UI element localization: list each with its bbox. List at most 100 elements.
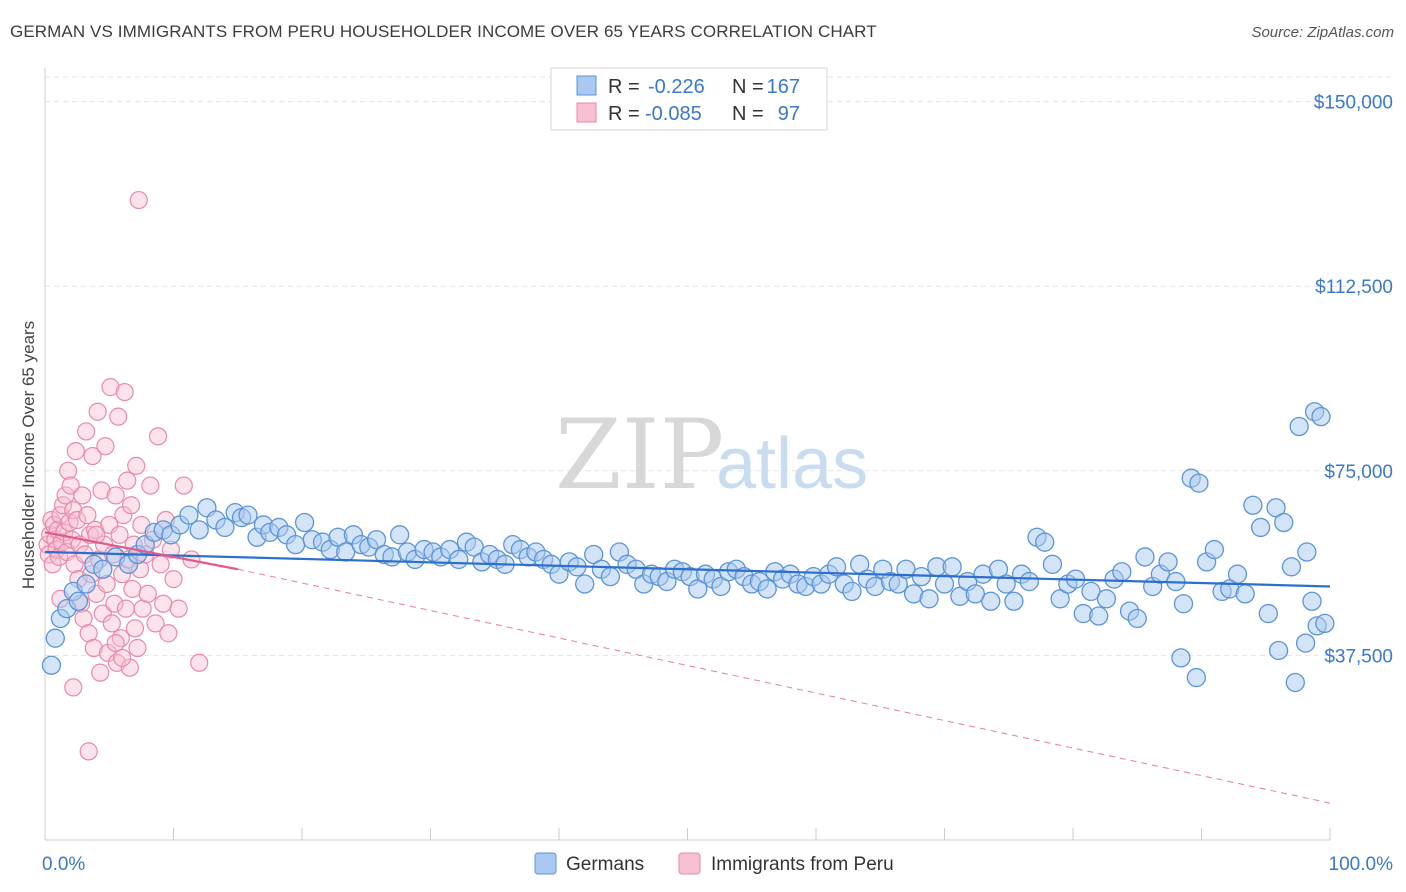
x-tick-label-0: 0.0% bbox=[42, 854, 85, 875]
point-peru-60 bbox=[115, 382, 134, 402]
legend-box bbox=[550, 67, 828, 131]
trend-line-germans bbox=[44, 550, 1331, 588]
series-germans bbox=[41, 402, 1335, 693]
point-germans-168 bbox=[1171, 648, 1191, 668]
point-peru-65 bbox=[121, 496, 141, 515]
point-germans-154 bbox=[1258, 603, 1278, 624]
point-germans-21 bbox=[215, 517, 235, 538]
point-germans-152 bbox=[1243, 495, 1263, 515]
y-tick-label-1: $75,000 bbox=[1324, 462, 1393, 483]
point-peru-71 bbox=[129, 190, 148, 210]
source-credit: Source: ZipAtlas.com bbox=[1251, 24, 1394, 41]
point-germans-167 bbox=[1315, 613, 1335, 634]
point-peru-86 bbox=[164, 570, 183, 589]
point-peru-36 bbox=[84, 638, 103, 658]
point-germans-0 bbox=[41, 655, 62, 675]
point-peru-50 bbox=[102, 614, 121, 633]
point-germans-18 bbox=[189, 520, 209, 540]
watermark: ZIP atlas bbox=[555, 399, 868, 511]
series-legend: Germans Immigrants from Peru bbox=[534, 852, 894, 875]
point-germans-107 bbox=[896, 559, 916, 579]
point-germans-30 bbox=[285, 534, 306, 555]
point-germans-6 bbox=[76, 574, 96, 594]
point-germans-141 bbox=[1158, 552, 1178, 572]
point-peru-77 bbox=[141, 476, 160, 495]
y-tick-label-3: $150,000 bbox=[1314, 93, 1393, 114]
point-peru-59 bbox=[114, 506, 133, 525]
point-germans-50 bbox=[449, 549, 469, 570]
point-germans-31 bbox=[294, 512, 315, 533]
chart-title: GERMAN VS IMMIGRANTS FROM PERU HOUSEHOLD… bbox=[10, 22, 877, 41]
point-peru-87 bbox=[169, 599, 188, 618]
point-germans-118 bbox=[981, 591, 1001, 611]
y-tick-labels: $37,500 $75,000 $112,500 $150,000 bbox=[1314, 93, 1393, 668]
point-germans-158 bbox=[1289, 416, 1309, 437]
legend-n-label-germans: N = bbox=[732, 76, 764, 98]
legend-r-value-peru: -0.085 bbox=[645, 103, 702, 125]
point-germans-126 bbox=[1042, 554, 1063, 574]
point-peru-61 bbox=[116, 599, 136, 618]
legend-n-value-peru: 97 bbox=[778, 103, 800, 125]
point-germans-161 bbox=[1311, 407, 1331, 427]
axes bbox=[44, 68, 1331, 841]
point-germans-131 bbox=[1081, 581, 1101, 602]
legend-r-label-peru: R = bbox=[608, 103, 640, 125]
x-tick-labels: 0.0% 100.0% bbox=[42, 854, 1393, 875]
legend-swatch-peru bbox=[576, 102, 597, 123]
point-germans-156 bbox=[1274, 512, 1294, 533]
legend-n-label-peru: N = bbox=[732, 103, 764, 125]
point-germans-123 bbox=[1019, 571, 1039, 592]
point-peru-76 bbox=[138, 584, 157, 603]
point-germans-121 bbox=[1004, 591, 1024, 611]
point-peru-96 bbox=[106, 633, 125, 653]
trend-line-peru bbox=[44, 531, 238, 571]
series-immigrants-from-peru bbox=[38, 190, 209, 761]
point-peru-3 bbox=[42, 510, 61, 530]
point-peru-90 bbox=[190, 653, 209, 672]
point-peru-66 bbox=[123, 579, 142, 599]
bottom-legend-swatch-germans bbox=[534, 852, 557, 875]
point-germans-157 bbox=[1281, 557, 1302, 577]
point-peru-88 bbox=[174, 476, 193, 495]
point-germans-151 bbox=[1235, 584, 1255, 604]
point-germans-43 bbox=[390, 525, 410, 545]
point-germans-120 bbox=[996, 574, 1016, 594]
trend-lines bbox=[44, 531, 1331, 804]
point-germans-135 bbox=[1112, 562, 1132, 582]
legend-r-value-germans: -0.226 bbox=[648, 76, 705, 98]
point-germans-138 bbox=[1135, 547, 1155, 567]
legend-r-label-germans: R = bbox=[608, 76, 640, 98]
point-germans-169 bbox=[1186, 667, 1207, 688]
legend-swatch-germans bbox=[576, 75, 597, 96]
point-germans-143 bbox=[1173, 594, 1194, 614]
point-peru-56 bbox=[110, 525, 129, 544]
point-germans-159 bbox=[1297, 542, 1317, 562]
point-germans-132 bbox=[1089, 606, 1109, 626]
point-peru-64 bbox=[120, 658, 139, 677]
point-peru-53 bbox=[106, 486, 125, 505]
bottom-legend-label-germans: Germans bbox=[566, 854, 644, 875]
y-axis-label: Householder Income Over 65 years bbox=[19, 321, 38, 589]
point-germans-125 bbox=[1035, 532, 1055, 552]
point-peru-91 bbox=[79, 742, 98, 761]
point-peru-68 bbox=[125, 619, 145, 638]
point-peru-42 bbox=[92, 481, 111, 500]
point-peru-20 bbox=[64, 501, 83, 520]
point-peru-18 bbox=[61, 476, 80, 495]
point-peru-80 bbox=[148, 427, 168, 446]
bottom-legend-swatch-peru bbox=[678, 852, 701, 875]
point-peru-79 bbox=[146, 614, 165, 633]
point-peru-57 bbox=[111, 629, 130, 648]
point-germans-150 bbox=[1227, 564, 1248, 584]
point-peru-84 bbox=[159, 624, 178, 643]
point-germans-137 bbox=[1127, 608, 1147, 629]
point-germans-8 bbox=[93, 559, 113, 579]
point-germans-5 bbox=[68, 591, 89, 611]
point-germans-163 bbox=[1285, 672, 1305, 693]
point-peru-62 bbox=[118, 471, 137, 490]
x-tick-label-1: 100.0% bbox=[1329, 854, 1394, 875]
point-peru-30 bbox=[77, 422, 96, 441]
legend-n-value-germans: 167 bbox=[767, 76, 800, 98]
point-peru-81 bbox=[151, 555, 170, 574]
